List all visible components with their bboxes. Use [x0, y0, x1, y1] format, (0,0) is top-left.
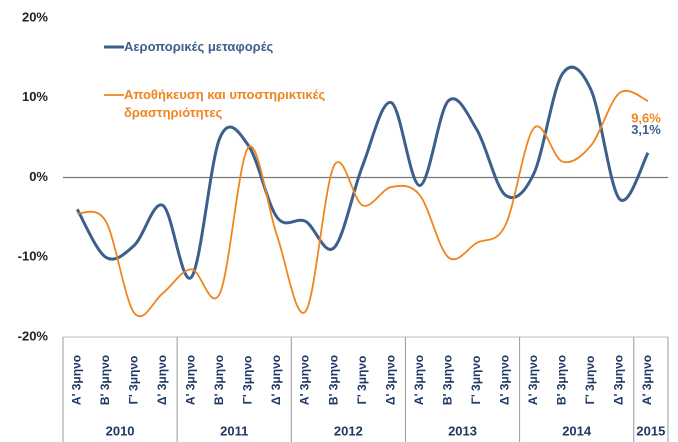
x-tick-label: Β' 3μηνο — [440, 355, 454, 405]
y-tick-label: -10% — [18, 249, 49, 264]
year-label: 2012 — [334, 423, 363, 438]
x-tick-label: Δ' 3μηνο — [383, 355, 397, 405]
x-tick-group: Δ' 3μηνο — [498, 355, 512, 405]
x-tick-label: Β' 3μηνο — [326, 355, 340, 405]
x-tick-label: Α' 3μηνο — [640, 355, 654, 405]
x-tick-label: Γ' 3μηνο — [583, 356, 597, 405]
x-tick-group: Δ' 3μηνο — [612, 355, 626, 405]
y-tick-label: 0% — [29, 169, 48, 184]
x-tick-label: Α' 3μηνο — [412, 355, 426, 405]
year-label: 2014 — [562, 423, 592, 438]
x-tick-group: Γ' 3μηνο — [355, 356, 369, 405]
x-tick-group: Γ' 3μηνο — [469, 356, 483, 405]
x-tick-group: Α' 3μηνο — [412, 355, 426, 405]
series-line — [77, 89, 649, 317]
x-tick-group: Α' 3μηνο — [298, 355, 312, 405]
x-tick-label: Β' 3μηνο — [98, 355, 112, 405]
x-tick-label: Β' 3μηνο — [555, 355, 569, 405]
x-tick-group: Β' 3μηνο — [440, 355, 454, 405]
data-label: 3,1% — [631, 122, 661, 137]
x-tick-label: Γ' 3μηνο — [355, 356, 369, 405]
x-tick-label: Γ' 3μηνο — [241, 356, 255, 405]
x-tick-label: Δ' 3μηνο — [155, 355, 169, 405]
y-tick-label: 20% — [22, 9, 48, 24]
x-tick-group: Β' 3μηνο — [555, 355, 569, 405]
x-tick-group: Α' 3μηνο — [526, 355, 540, 405]
year-label: 2010 — [106, 423, 135, 438]
legend-entry: Αποθήκευση και υποστηρικτικές δραστηριότ… — [124, 87, 326, 120]
x-tick-label: Δ' 3μηνο — [498, 355, 512, 405]
x-tick-label: Α' 3μηνο — [298, 355, 312, 405]
data-label: 9,6% — [631, 110, 661, 125]
x-tick-label: Δ' 3μηνο — [269, 355, 283, 405]
x-tick-label: Γ' 3μηνο — [469, 356, 483, 405]
x-tick-label: Α' 3μηνο — [69, 355, 83, 405]
x-tick-label: Β' 3μηνο — [212, 355, 226, 405]
x-tick-group: Β' 3μηνο — [212, 355, 226, 405]
x-tick-group: Γ' 3μηνο — [241, 356, 255, 405]
x-tick-group: Δ' 3μηνο — [383, 355, 397, 405]
x-tick-group: Β' 3μηνο — [98, 355, 112, 405]
x-tick-label: Δ' 3μηνο — [612, 355, 626, 405]
x-tick-label: Α' 3μηνο — [526, 355, 540, 405]
x-tick-group: Γ' 3μηνο — [127, 356, 141, 405]
x-tick-label: Γ' 3μηνο — [127, 356, 141, 405]
x-tick-group: Γ' 3μηνο — [583, 356, 597, 405]
x-tick-group: Β' 3μηνο — [326, 355, 340, 405]
x-tick-group: Α' 3μηνο — [69, 355, 83, 405]
x-tick-group: Δ' 3μηνο — [155, 355, 169, 405]
legend-entry: Αεροπορικές μεταφορές — [124, 39, 274, 54]
y-tick-label: -20% — [18, 328, 49, 343]
year-label: 2011 — [220, 423, 248, 438]
x-tick-label: Α' 3μηνο — [184, 355, 198, 405]
x-tick-group: Α' 3μηνο — [640, 355, 654, 405]
year-label: 2015 — [636, 423, 665, 438]
series-line — [75, 65, 650, 280]
year-label: 2013 — [448, 423, 477, 438]
x-tick-group: Α' 3μηνο — [184, 355, 198, 405]
y-tick-label: 10% — [22, 89, 48, 104]
x-tick-group: Δ' 3μηνο — [269, 355, 283, 405]
